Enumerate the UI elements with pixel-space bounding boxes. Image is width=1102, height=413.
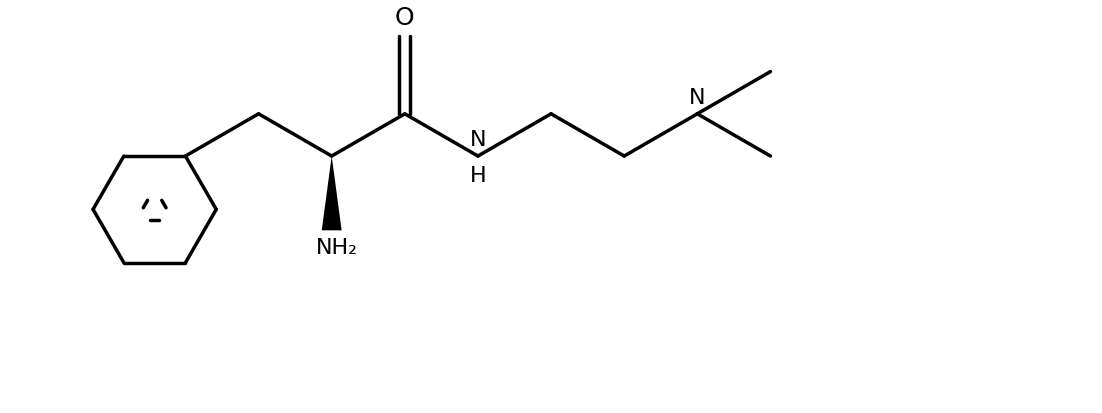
Text: H: H	[469, 166, 486, 186]
Text: NH₂: NH₂	[315, 238, 358, 258]
Text: N: N	[689, 88, 705, 108]
Polygon shape	[322, 156, 342, 230]
Text: O: O	[395, 6, 414, 30]
Text: N: N	[469, 130, 486, 150]
